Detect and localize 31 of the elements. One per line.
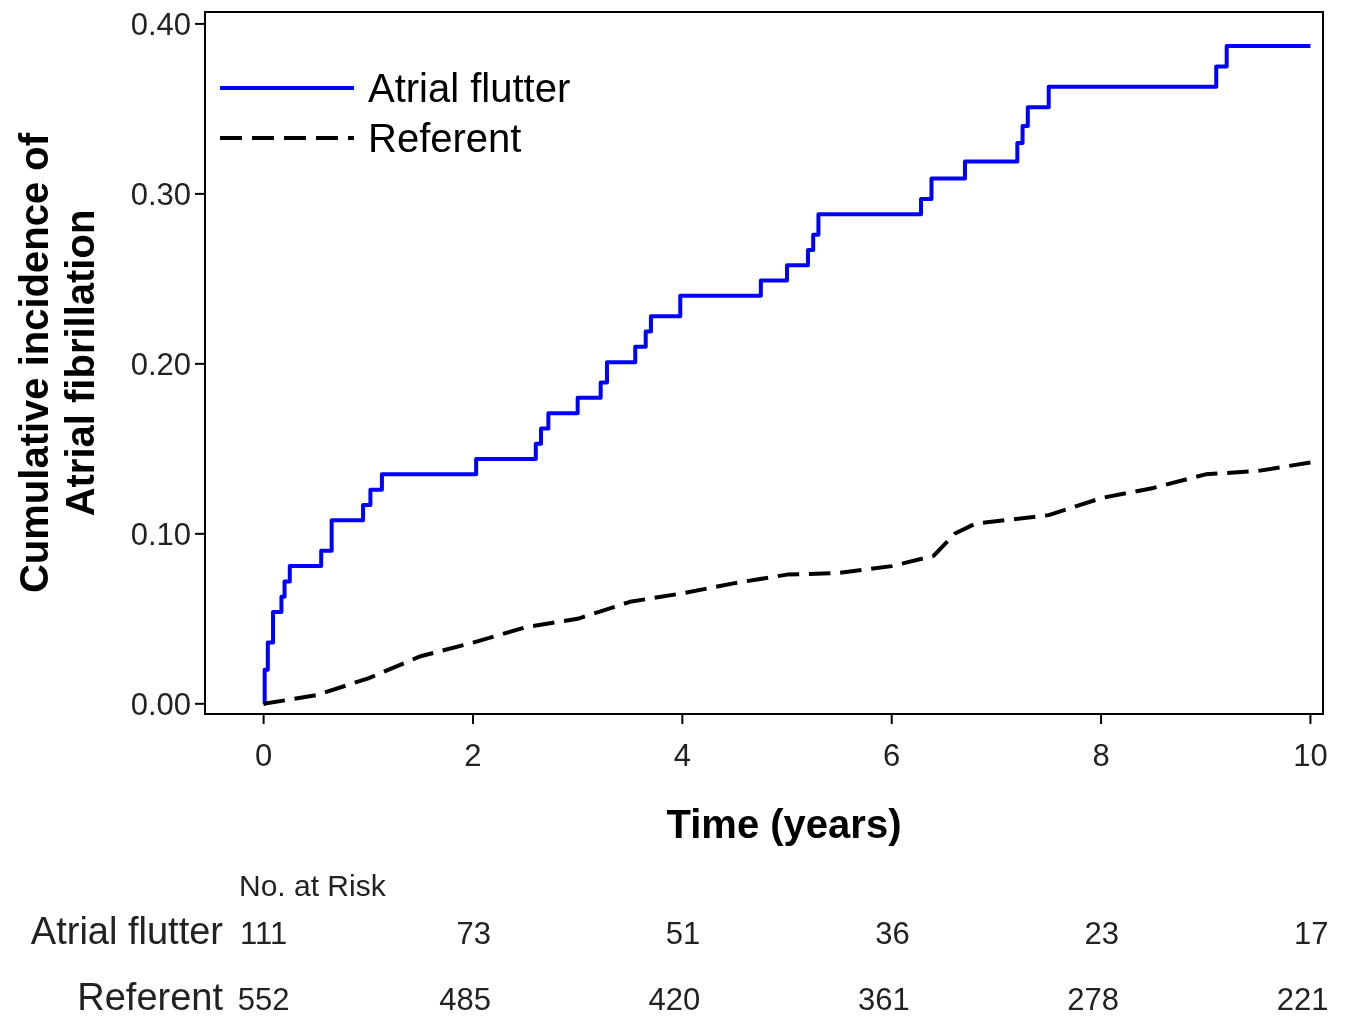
x-axis-title: Time (years) [666,802,902,846]
line-series [261,460,1313,706]
x-tick-label: 2 [464,738,482,773]
text: 361 [857,982,910,1017]
text: 23 [1084,916,1120,951]
y-tick-label: 0.40 [130,6,191,42]
text: No. at Risk [239,869,387,902]
y-tick-label: 0.00 [130,686,191,722]
x-tick-label: 10 [1293,738,1328,773]
text: 278 [1067,982,1120,1017]
text: 221 [1276,982,1329,1017]
x-tick-label: 0 [255,738,273,773]
y-tick-label: 0.30 [130,176,191,212]
text: 420 [648,982,701,1017]
text: 36 [875,916,910,951]
x-tick-label: 8 [1092,738,1110,773]
legend-label: Referent [368,116,522,160]
x-tick-label: 6 [883,738,901,773]
text: 111 [240,916,288,951]
text: 73 [456,916,491,951]
text: 51 [665,916,701,951]
text: 485 [439,982,491,1017]
y-axis-title: Cumulative incidence of Atrial fibrillation [12,132,102,594]
y-tick-label: 0.10 [130,516,191,552]
text: Referent [77,976,224,1018]
text: 17 [1293,916,1329,951]
legend-label: Atrial flutter [368,66,571,110]
y-tick-label: 0.20 [130,346,191,382]
text: 552 [237,982,290,1017]
x-tick-label: 4 [673,738,691,773]
text: Atrial flutter [30,910,224,952]
